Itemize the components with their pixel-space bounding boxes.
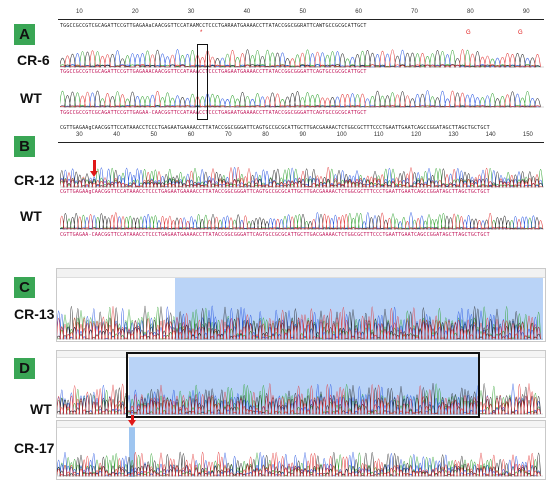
panel-a-mark-g2: G <box>518 30 523 36</box>
panel-b-ruler-tick-30: 30 <box>76 132 83 138</box>
chromatogram-cr17 <box>57 451 543 477</box>
chromatogram-wt-a <box>60 90 544 108</box>
panel-b-ruler-tick-80: 80 <box>262 132 269 138</box>
cr17-mutation-highlight <box>129 427 135 477</box>
panel-b-ruler-tick-150: 150 <box>522 132 533 138</box>
sample-label-wt-a: WT <box>20 90 42 106</box>
panel-b-ruler-tick-130: 130 <box>448 132 459 138</box>
sample-label-wt-b: WT <box>20 208 42 224</box>
panel-a-ruler-tick-20: 20 <box>131 9 139 15</box>
trace-wt-b-sequence: CGTTGAGAA-CAACGGTTCCATAAACCTCCCTGAGAATGA… <box>60 232 490 238</box>
chromatogram-wt-d <box>57 383 543 415</box>
panel-c-toolbar <box>57 269 545 278</box>
sample-label-cr6: CR-6 <box>17 52 50 68</box>
panel-a-ruler-tick-30: 30 <box>187 9 195 15</box>
sample-label-cr12: CR-12 <box>14 172 55 188</box>
panel-a-ruler-tick-60: 60 <box>355 9 362 15</box>
trA1-channel-A <box>60 49 541 68</box>
chromatogram-cr12 <box>60 167 544 188</box>
panel-a-ruler-tick-90: 90 <box>522 9 530 15</box>
panel-a-ruler-tick-50: 50 <box>299 9 307 15</box>
panel-b-ruler-tick-90: 90 <box>299 132 307 138</box>
chromatogram-cr6 <box>60 49 544 68</box>
panel-b-ruler-tick-100: 100 <box>336 132 347 138</box>
sample-label-cr13: CR-13 <box>14 306 55 322</box>
panel-d-badge: D <box>14 358 35 379</box>
panel-a-mark-star: * <box>200 30 203 36</box>
sample-label-cr17: CR-17 <box>14 440 55 456</box>
trace-wt-a-sequence: TGGCCGCCGTCGCAGATTCCGTTGAGAA-CAACGGTTCCA… <box>60 110 367 116</box>
panel-b-ruler-tick-40: 40 <box>113 132 120 138</box>
panel-b-ruler-tick-50: 50 <box>150 132 158 138</box>
panel-b-ruler-tick-140: 140 <box>485 132 496 138</box>
panel-d-highlight-box <box>126 352 480 418</box>
trace-cr12-sequence: CGTTGAGAAgCAACGGTTCCATAAACCTCCCTGAGAATGA… <box>60 189 490 195</box>
panel-b-ruler: 30 40 50 60 70 80 90 100 110 120 130 140 150 <box>58 132 544 146</box>
panel-a-mark-g1: G <box>466 30 471 36</box>
sample-label-wt-d: WT <box>30 401 52 417</box>
panel-a-ruler-tick-70: 70 <box>411 9 418 15</box>
panel-a-reference-sequence: TGGCCGCCGTCGCAGATTCCGTTGAGAAaCAACGGTTCCA… <box>60 23 367 29</box>
chromatogram-wt-b <box>60 212 544 230</box>
trace-cr6-sequence: TGGCCGCCGTCGCAGATTCCGTTGAGAAACAACGGTTCCA… <box>60 69 367 75</box>
panel-b-ruler-tick-120: 120 <box>411 132 422 138</box>
panel-a-highlight-box <box>197 44 208 120</box>
panel-c-chromatogram-window <box>56 268 546 342</box>
panel-b-ruler-tick-70: 70 <box>224 132 232 138</box>
trB1-channel-T <box>60 167 543 188</box>
trC-channel-A <box>57 306 541 340</box>
panel-b-reference-sequence: CGTTGAGAAgCAACGGTTCCATAAACCTCCCTGAGAATGA… <box>60 125 490 131</box>
chromatogram-cr13 <box>57 305 543 340</box>
panel-a-ruler: 10 20 30 40 50 60 70 80 90 <box>58 9 544 23</box>
panel-b-ruler-tick-60: 60 <box>187 132 195 138</box>
trD2-channel-C <box>57 451 541 477</box>
panel-b-ruler-tick-110: 110 <box>373 132 384 138</box>
panel-a-ruler-tick-80: 80 <box>467 9 474 15</box>
panel-d-cr17-window <box>56 420 546 480</box>
mutation-arrow-cr17 <box>128 415 136 426</box>
panel-a-badge: A <box>14 24 35 45</box>
panel-d-wt-window <box>56 350 546 418</box>
panel-c-badge: C <box>14 277 35 298</box>
panel-a-ruler-tick-40: 40 <box>243 9 251 15</box>
panel-b-badge: B <box>14 136 35 157</box>
panel-d-cr17-toolbar <box>57 421 545 428</box>
panel-a-ruler-tick-10: 10 <box>76 9 83 15</box>
trA2-channel-G <box>60 90 541 108</box>
mutation-arrow-cr12 <box>90 160 98 177</box>
